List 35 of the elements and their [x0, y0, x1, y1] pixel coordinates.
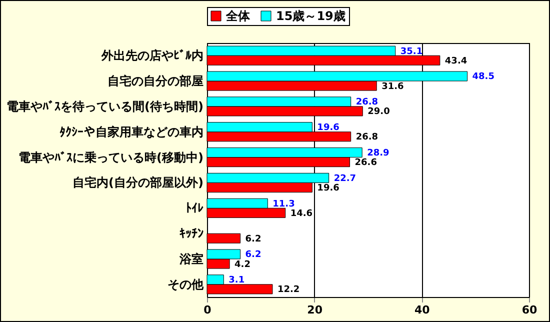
data-label: 22.7 [334, 174, 356, 184]
data-label: 35.1 [400, 46, 423, 57]
x-tick-label: 0 [204, 304, 212, 316]
data-label: 14.6 [290, 208, 313, 219]
y-tick-label: 自宅の自分の部屋 [108, 74, 204, 88]
data-label: 6.2 [245, 250, 262, 260]
y-tick-label: ﾄｲﾚ [186, 201, 204, 216]
y-tick-label: その他 [168, 277, 204, 292]
data-label: 3.1 [228, 276, 245, 286]
data-label: 19.6 [317, 123, 340, 134]
x-tick-label: 40 [414, 304, 430, 316]
data-label: 31.6 [382, 82, 404, 92]
legend-label: 15歳～19歳 [276, 9, 346, 23]
data-label: 12.2 [277, 285, 300, 296]
data-label: 19.6 [317, 183, 340, 194]
x-tick-label: 20 [307, 304, 323, 316]
data-label: 48.5 [472, 72, 494, 82]
y-tick-label: ｷｯﾁﾝ [180, 226, 204, 241]
data-label: 26.8 [356, 132, 378, 143]
y-tick-label: 外出先の店やﾋﾞﾙ内 [100, 48, 204, 63]
data-label: 28.9 [367, 148, 390, 159]
y-tick-label: 自宅内(自分の部屋以外) [72, 176, 204, 190]
data-label: 26.6 [354, 158, 377, 168]
data-label: 29.0 [368, 107, 390, 118]
data-label: 11.3 [272, 199, 295, 210]
data-label: 6.2 [245, 234, 262, 244]
data-label: 4.2 [234, 260, 250, 270]
legend-label: 全体 [225, 9, 251, 23]
y-tick-label: 浴室 [178, 252, 204, 266]
x-tick-label: 60 [522, 304, 538, 316]
y-tick-label: 電車やﾊﾞｽを待っている間(待ち時間) [6, 99, 204, 114]
y-tick-label: ﾀｸｼｰや自家用車などの車内 [60, 124, 204, 139]
y-tick-label: 電車やﾊﾞｽに乗っている時(移動中) [18, 150, 204, 164]
data-label: 43.4 [444, 56, 468, 66]
data-label: 26.8 [356, 98, 378, 108]
